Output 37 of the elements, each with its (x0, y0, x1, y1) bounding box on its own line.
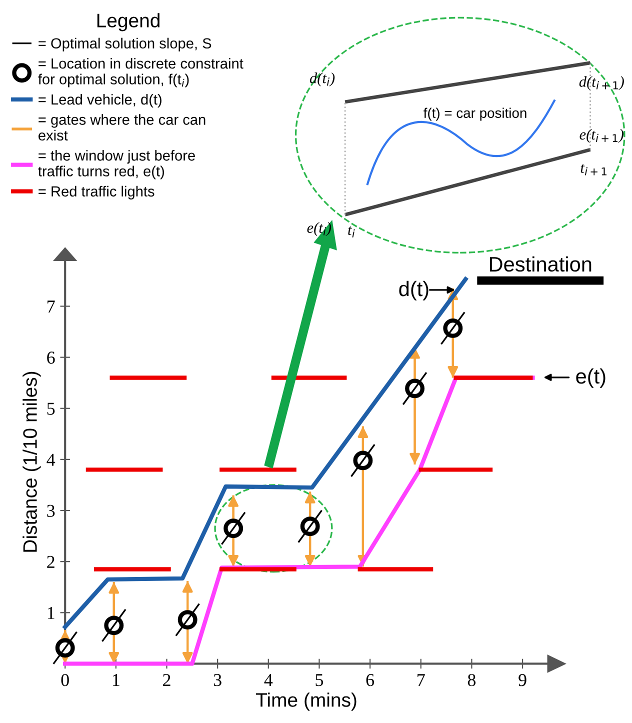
text: = Optimal solution slope, S (38, 38, 212, 52)
legend-label: = Lead vehicle, d(t) (38, 94, 162, 108)
x-tick-label: 0 (61, 674, 69, 686)
legend-label: = Red traffic lights (38, 186, 154, 200)
annotation: Destination (490, 256, 592, 272)
y-tick-label: 6 (47, 352, 55, 364)
x-tick-label: 1 (112, 674, 120, 686)
y-axis-title: Distance (1/10 miles) (22, 372, 41, 552)
text: e(t$_{i+1}$) (580, 128, 624, 143)
y-tick-label: 5 (47, 402, 55, 415)
x-tick-label: 4 (264, 674, 273, 686)
x-axis-title: Time (mins) (256, 692, 356, 711)
x-tick-label: 2 (163, 674, 170, 686)
legend-label: = Location in discrete constraint for optimal solution, f(t$_{i}$) (38, 58, 244, 88)
x-tick-label: 7 (418, 674, 425, 686)
text: d(t$_{i}$) (310, 72, 335, 86)
y-tick-label: 7 (48, 300, 55, 313)
legend-title: Legend (97, 13, 160, 32)
y-tick-label: 1 (48, 606, 54, 619)
text: e(t) (576, 368, 606, 388)
x-tick-label: 6 (366, 674, 374, 686)
x-tick-label: 8 (468, 674, 476, 686)
text: t$_{i+1}$ (580, 164, 606, 176)
y-tick-label: 4 (46, 454, 56, 466)
x-tick-label: 3 (214, 674, 222, 686)
x-tick-label: 5 (316, 674, 324, 686)
text: f(t) = car position (424, 108, 526, 121)
text: d(t$_{i+1}$) (579, 76, 624, 90)
text: e(t$_{i}$) (307, 222, 332, 236)
legend-label: = the window just before traffic turns red, e(t) (38, 150, 195, 180)
annotation: d(t) (399, 280, 428, 300)
line-series (63, 277, 468, 630)
text: t$_{i}$ (348, 226, 355, 238)
x-tick-label: 9 (518, 674, 526, 686)
y-tick-label: 3 (47, 504, 55, 517)
y-tick-label: 2 (47, 556, 54, 568)
text: = gates where the car can exist (38, 114, 206, 141)
